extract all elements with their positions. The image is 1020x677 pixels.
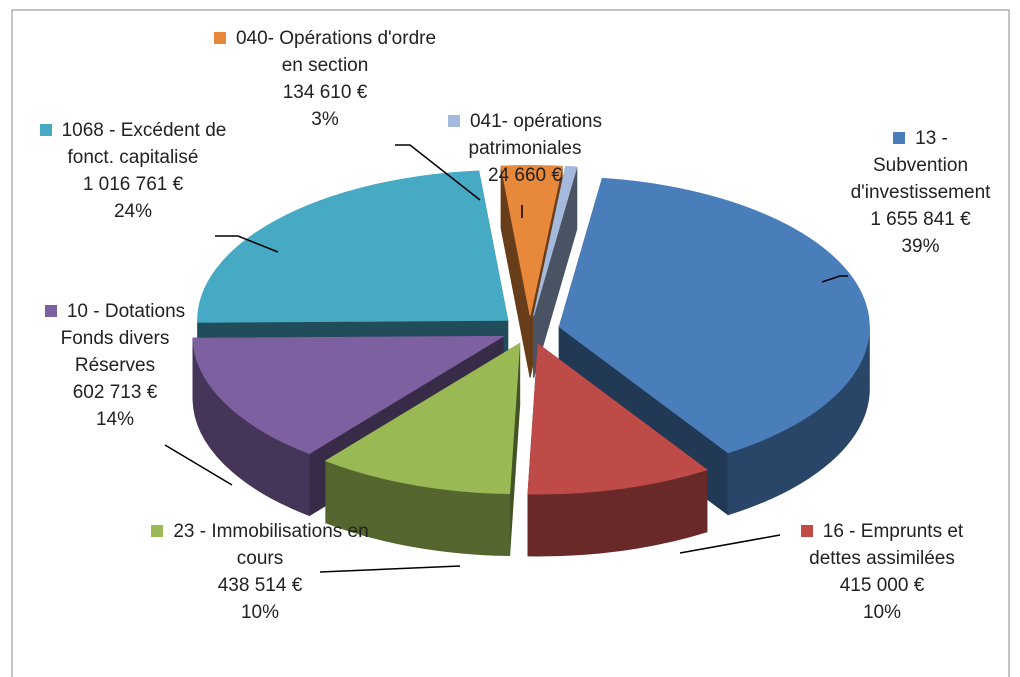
leader-line: [395, 144, 481, 201]
percent-label: 10%: [862, 602, 902, 623]
slice: [533, 165, 578, 316]
data-label: 1068 - Excédent de fonct. capitalisé 1 01…: [18, 117, 248, 225]
value-label: 438 514 €: [217, 575, 303, 596]
data-label: 23 - Immobilisations en cours 438 514 € 10…: [150, 518, 370, 626]
slice: [558, 177, 870, 454]
percent-label: 3%: [311, 109, 339, 130]
leader-lines: [164, 144, 848, 573]
category-label: 16 - Emprunts et dettes assimilées: [809, 521, 964, 569]
legend-swatch: [800, 525, 813, 537]
legend-swatch: [213, 32, 226, 44]
value-label: 602 713 €: [72, 382, 158, 403]
data-label: 10 - Dotations Fonds divers Réserves 602 …: [30, 298, 200, 433]
slice: [527, 343, 708, 495]
category-label: 13 - Subvention d'investissement: [850, 128, 991, 203]
slice: [197, 170, 509, 323]
value-label: 24 660 €: [488, 165, 562, 186]
leader-line: [679, 534, 781, 554]
value-label: 1 016 761 €: [82, 174, 184, 195]
category-label: 1068 - Excédent de fonct. capitalisé: [61, 120, 227, 168]
data-label: 040- Opérations d'ordre en section 134 61…: [210, 25, 440, 133]
legend-swatch: [39, 124, 52, 136]
legend-swatch: [151, 525, 164, 537]
percent-label: 10%: [240, 602, 280, 623]
category-label: 041- opérations patrimoniales: [468, 111, 603, 159]
legend-swatch: [44, 305, 57, 317]
legend-swatch: [893, 132, 906, 144]
legend-swatch: [447, 115, 460, 127]
percent-label: 39%: [901, 236, 940, 257]
slice: [324, 342, 521, 495]
data-label: 041- opérations patrimoniales 24 660 €: [410, 108, 640, 189]
data-label: 16 - Emprunts et dettes assimilées 415 00…: [782, 518, 982, 626]
percent-label: 14%: [95, 409, 135, 430]
slice: [192, 335, 505, 455]
category-label: 23 - Immobilisations en cours: [173, 521, 369, 569]
data-label: 13 - Subvention d'investissement 1 655 84…: [843, 125, 998, 260]
leader-line: [164, 444, 233, 486]
category-label: 040- Opérations d'ordre en section: [235, 28, 437, 76]
slice: [500, 165, 563, 316]
category-label: 10 - Dotations Fonds divers Réserves: [60, 301, 186, 376]
value-label: 415 000 €: [839, 575, 925, 596]
leader-line: [821, 275, 848, 283]
chart-frame: [11, 9, 1010, 677]
leader-line: [215, 235, 279, 253]
leader-line: [319, 565, 461, 573]
value-label: 134 610 €: [282, 82, 368, 103]
pie: [192, 165, 870, 557]
percent-label: 24%: [113, 201, 153, 222]
value-label: 1 655 841 €: [870, 209, 971, 230]
